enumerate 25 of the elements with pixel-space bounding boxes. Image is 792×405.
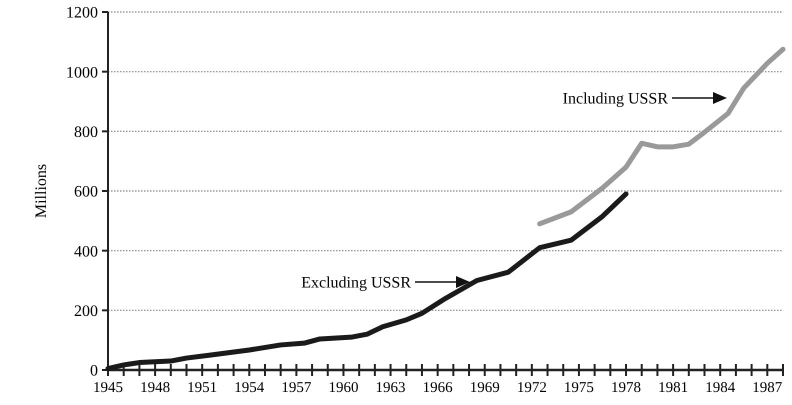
y-tick-label: 1200 bbox=[66, 4, 98, 22]
x-tick-label: 1945 bbox=[93, 380, 123, 396]
y-axis-title: Millions bbox=[33, 164, 50, 218]
y-tick-label: 0 bbox=[90, 362, 98, 380]
x-tick-label: 1978 bbox=[611, 380, 642, 396]
annotation: Excluding USSR bbox=[301, 274, 412, 292]
x-tick-label: 1987 bbox=[752, 380, 783, 396]
x-tick-label: 1960 bbox=[328, 380, 358, 396]
x-tick-label: 1963 bbox=[376, 380, 406, 396]
y-tick-label: 400 bbox=[74, 243, 98, 260]
x-tick-label: 1957 bbox=[281, 380, 312, 396]
x-tick-label: 1972 bbox=[516, 380, 547, 396]
y-tick-label: 800 bbox=[74, 124, 98, 141]
annotation: Including USSR bbox=[562, 90, 668, 108]
x-tick-label: 1981 bbox=[658, 380, 688, 396]
x-tick-label: 1966 bbox=[422, 380, 454, 396]
y-tick-label: 200 bbox=[74, 302, 98, 320]
x-tick-label: 1951 bbox=[187, 380, 218, 396]
y-tick-label: 1000 bbox=[66, 64, 98, 82]
x-tick-label: 1954 bbox=[234, 380, 265, 396]
x-tick-label: 1948 bbox=[140, 380, 170, 396]
y-tick-label: 600 bbox=[74, 184, 98, 201]
x-tick-label: 1975 bbox=[564, 380, 594, 396]
x-tick-label: 1969 bbox=[470, 380, 500, 396]
x-tick-label: 1984 bbox=[705, 380, 736, 396]
